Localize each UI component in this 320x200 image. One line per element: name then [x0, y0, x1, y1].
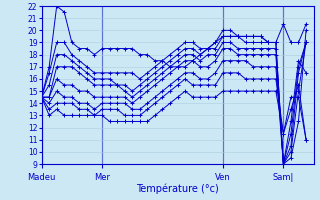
X-axis label: Température (°c): Température (°c)	[136, 183, 219, 194]
